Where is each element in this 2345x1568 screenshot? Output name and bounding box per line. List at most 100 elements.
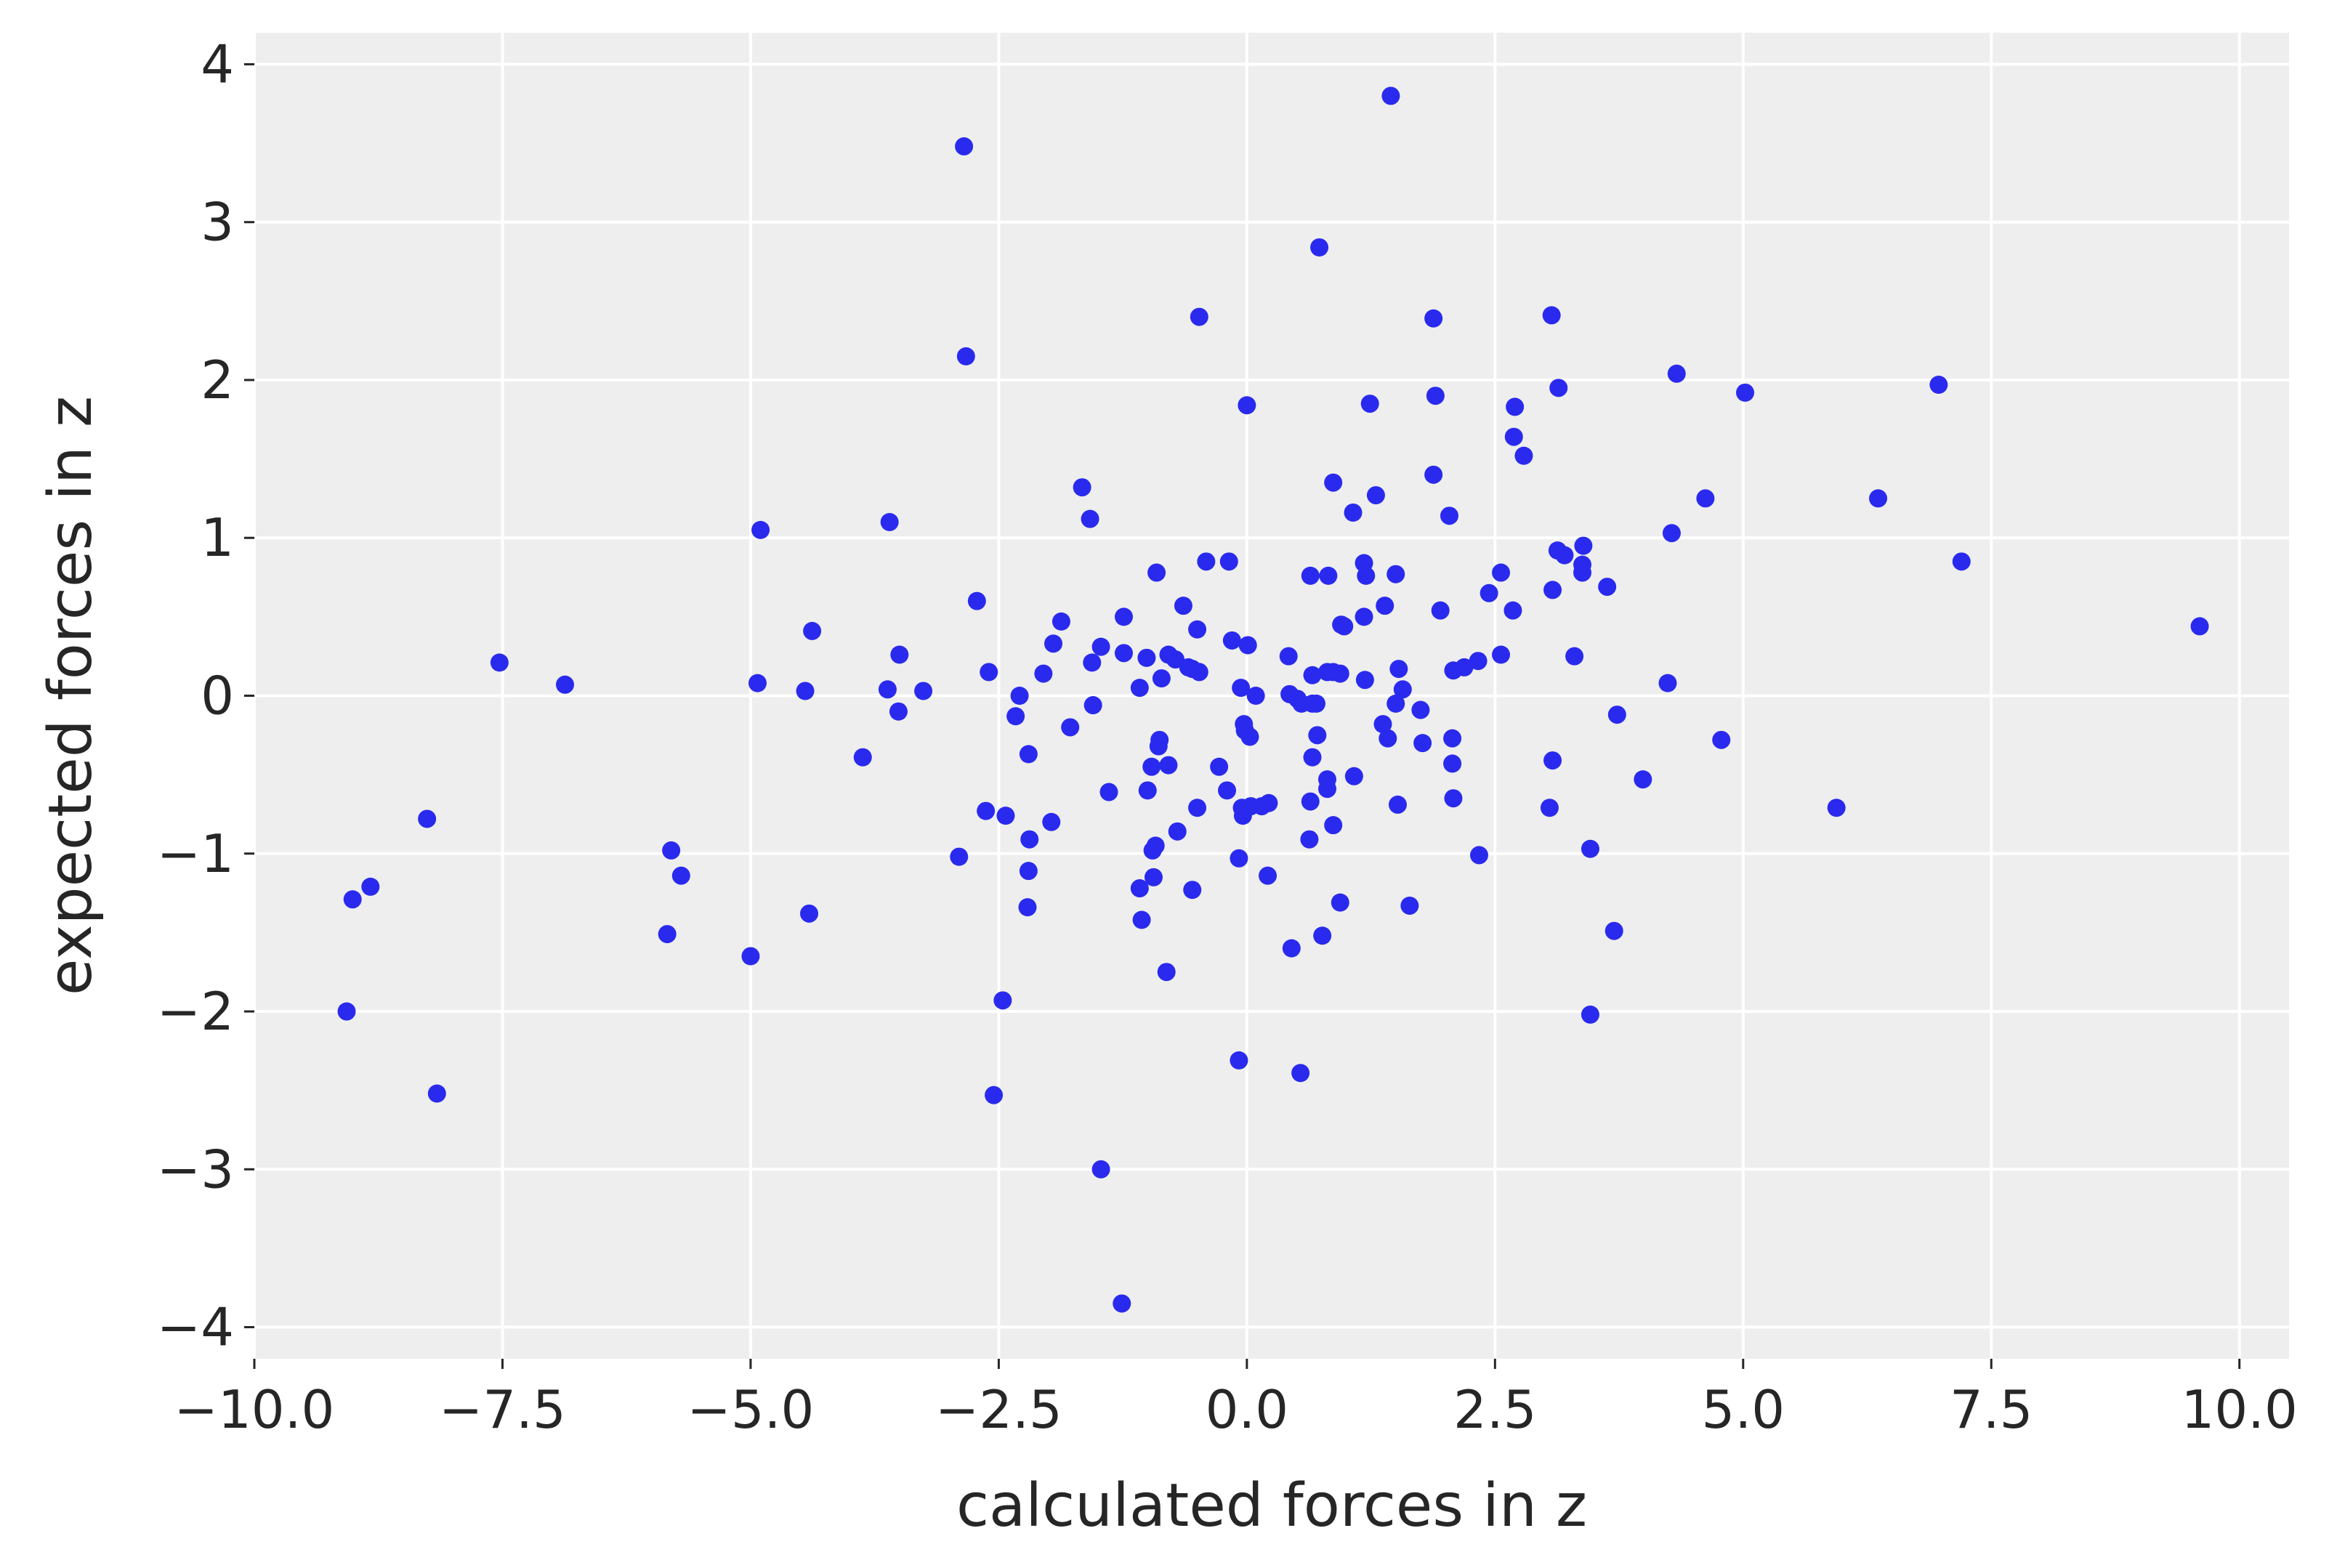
data-point [1455, 658, 1474, 676]
data-point [1113, 1294, 1131, 1313]
data-point [1607, 706, 1626, 724]
data-point [1303, 748, 1322, 767]
data-point [1300, 830, 1319, 849]
data-point [1634, 770, 1652, 789]
data-point [1444, 789, 1463, 808]
data-point [1379, 729, 1397, 748]
data-point [1232, 679, 1251, 698]
data-point [1168, 822, 1187, 841]
data-point [1424, 309, 1443, 328]
data-point [1044, 634, 1063, 653]
data-point [853, 748, 872, 767]
data-point [1393, 680, 1412, 699]
data-point [662, 841, 681, 860]
x-tick-label: −5.0 [687, 1379, 815, 1440]
data-point [1218, 781, 1237, 800]
data-point [878, 680, 897, 699]
data-point [1303, 666, 1322, 684]
data-point [1052, 612, 1070, 631]
data-point [1667, 364, 1686, 383]
data-point [1174, 597, 1192, 615]
data-point [1301, 792, 1320, 811]
x-tick-label: −10.0 [174, 1379, 335, 1440]
data-point [1736, 383, 1755, 402]
data-point [1504, 601, 1522, 620]
data-point [1542, 306, 1561, 325]
data-point [1331, 664, 1349, 683]
data-point [1313, 926, 1332, 945]
data-point [1230, 1051, 1248, 1070]
data-point [1376, 597, 1395, 615]
data-point [1061, 718, 1080, 737]
data-point [796, 682, 815, 700]
data-point [1869, 489, 1888, 508]
data-point [1335, 617, 1354, 636]
data-point [1197, 552, 1216, 571]
data-point [889, 702, 908, 721]
data-point [1114, 644, 1133, 663]
data-point [1469, 846, 1488, 865]
data-point [996, 807, 1015, 825]
data-point [1083, 653, 1102, 672]
data-point [1605, 921, 1623, 940]
data-point [1581, 1005, 1599, 1024]
data-point [1308, 726, 1327, 745]
data-point [1238, 636, 1257, 655]
data-point [1514, 446, 1533, 465]
data-point [1431, 601, 1450, 620]
y-tick-label: 2 [201, 349, 234, 411]
data-point [1389, 660, 1408, 679]
data-point [1259, 866, 1278, 885]
data-point [1019, 862, 1038, 881]
x-tick-label: 7.5 [1950, 1379, 2033, 1440]
data-point [1291, 1064, 1310, 1083]
data-point [1310, 238, 1329, 256]
data-point [1469, 652, 1488, 671]
data-point [1149, 737, 1168, 756]
data-point [751, 520, 770, 539]
data-point [1319, 566, 1338, 585]
data-point [1565, 647, 1584, 666]
data-point [1480, 583, 1498, 602]
data-point [1137, 648, 1156, 667]
data-point [1259, 793, 1278, 812]
data-point [1081, 509, 1099, 528]
data-point [1019, 745, 1038, 764]
data-point [361, 877, 380, 896]
data-point [1360, 395, 1379, 413]
data-point [880, 513, 899, 532]
y-tick-label: 3 [201, 192, 234, 253]
data-point [337, 1002, 356, 1021]
data-point [1188, 620, 1207, 639]
data-point [1183, 881, 1202, 900]
data-point [1952, 552, 1971, 571]
y-tick-label: −3 [157, 1139, 234, 1200]
data-point [1581, 839, 1599, 858]
data-point [1317, 780, 1336, 799]
data-point [1042, 812, 1061, 831]
data-point [418, 809, 437, 828]
data-point [1355, 671, 1374, 690]
data-point [980, 663, 998, 682]
data-point [1355, 607, 1373, 626]
data-point [1307, 694, 1325, 713]
data-point [1219, 552, 1238, 571]
data-point [1279, 647, 1298, 666]
data-point [1357, 566, 1376, 585]
data-point [1504, 427, 1523, 446]
data-point [2190, 617, 2209, 636]
data-point [993, 991, 1012, 1010]
data-point [1073, 478, 1091, 497]
x-axis-label: calculated forces in z [956, 1471, 1587, 1540]
data-point [977, 801, 996, 820]
data-point [1827, 799, 1846, 817]
y-tick-label: 4 [201, 33, 234, 94]
data-point [1240, 727, 1259, 746]
data-point [1492, 645, 1511, 664]
data-point [671, 866, 690, 885]
y-tick-label: −4 [157, 1297, 234, 1358]
data-point [1540, 799, 1559, 817]
data-point [1506, 397, 1525, 416]
data-point [1344, 503, 1363, 522]
